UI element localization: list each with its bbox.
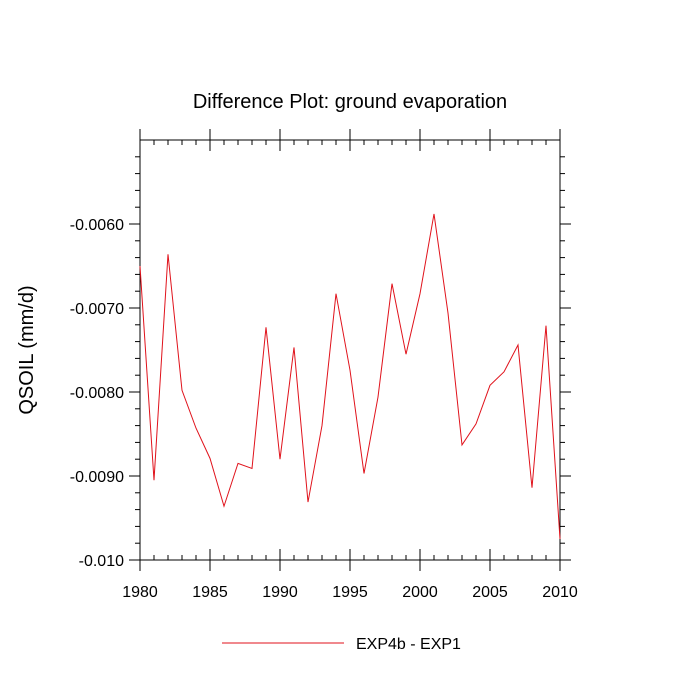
legend: EXP4b - EXP1	[222, 636, 461, 653]
y-tick-label: -0.0070	[70, 301, 124, 318]
x-tick-label: 1995	[332, 584, 368, 601]
axis-tick-labels: 1980 1985 1990 1995 2000 2005 2010 -0.010 -0.009…	[70, 217, 578, 601]
x-tick-label: 1985	[192, 584, 228, 601]
y-tick-label: -0.0080	[70, 385, 124, 402]
x-tick-label: 1980	[122, 584, 158, 601]
x-tick-label: 2010	[542, 584, 578, 601]
legend-label: EXP4b - EXP1	[356, 636, 461, 653]
y-tick-label: -0.0090	[70, 469, 124, 486]
plot-frame	[139, 139, 561, 561]
x-tick-label: 2000	[402, 584, 438, 601]
y-tick-label: -0.0060	[70, 217, 124, 234]
series-line	[139, 213, 561, 540]
chart-title: Difference Plot: ground evaporation	[193, 91, 507, 113]
y-tick-label: -0.010	[79, 553, 124, 570]
axis-ticks	[129, 129, 571, 571]
x-tick-label: 1990	[262, 584, 298, 601]
series-layer	[139, 213, 561, 540]
y-axis-label: QSOIL (mm/d)	[16, 285, 38, 414]
x-tick-label: 2005	[472, 584, 508, 601]
